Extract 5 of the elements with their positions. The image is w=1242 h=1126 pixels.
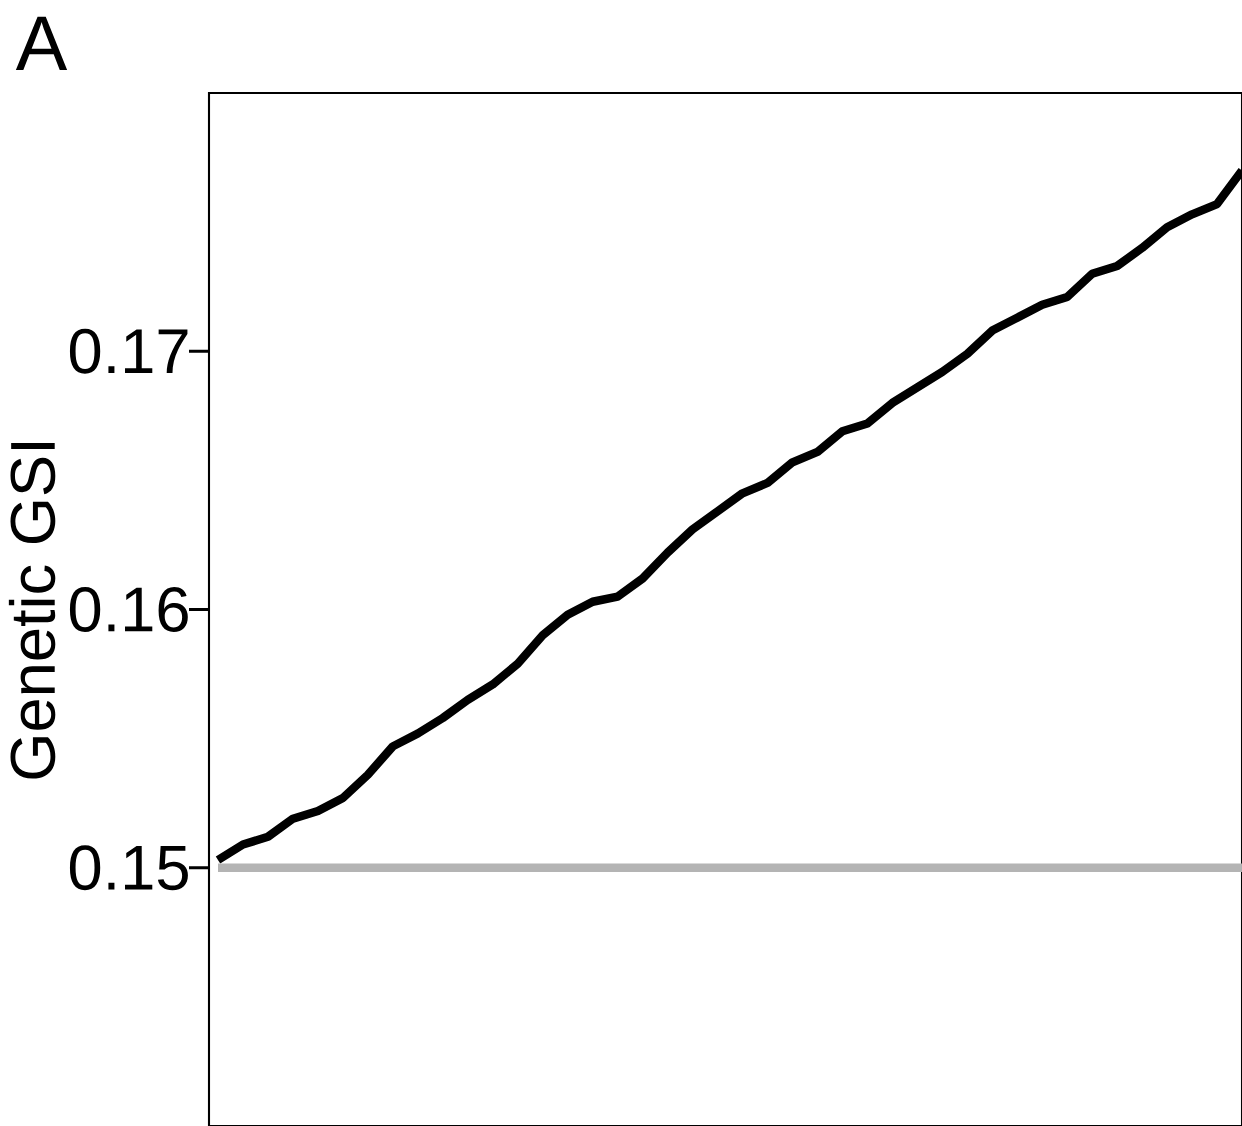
text: A [15, 16, 68, 70]
y-tick-label: 0.15 [69, 845, 188, 891]
y-tick-label: 0.16 [69, 587, 188, 632]
y-axis-title: Genetic GSI [8, 443, 56, 779]
y-tick-label: 0.17 [69, 328, 188, 374]
